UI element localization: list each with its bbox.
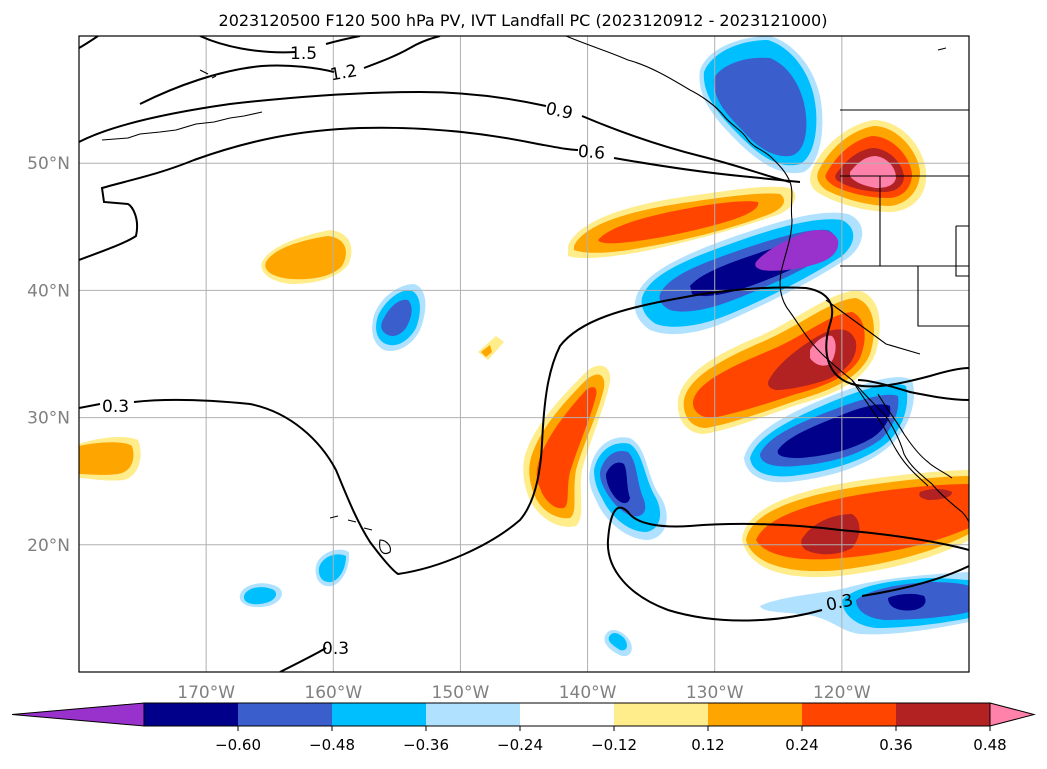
small-islands [199,47,947,79]
colorbar-segment [896,703,990,726]
x-axis-tick-labels: 170°W 160°W 150°W 140°W 130°W 120°W [177,683,871,703]
pc-anomaly-layer [79,36,969,657]
x-tick-label: 130°W [686,683,744,703]
contour-0.6 [79,126,801,261]
contour-label: 0.3 [102,397,129,417]
baja-west-coast [851,379,929,487]
contour-0.3-south [606,506,969,622]
contour-0.3-main [79,286,969,576]
contour-1.2 [139,36,441,105]
colorbar-tick-label: 0.12 [691,736,724,754]
contour-label: 1.5 [290,44,317,64]
x-tick-label: 120°W [813,683,871,703]
contour-0.9 [79,90,791,183]
pv-contours [79,36,969,672]
y-tick-label: 40°N [27,281,70,301]
x-tick-label: 160°W [304,683,362,703]
colorbar-tick-label: −0.60 [215,736,261,754]
colorbar-tick-label: 0.36 [879,736,912,754]
gulf-of-california [877,393,953,479]
negative-anomaly-hawaii-north [315,549,350,587]
contour-label: 0.3 [322,639,349,659]
chart-title: 2023120500 F120 500 hPa PV, IVT Landfall… [219,11,828,30]
negative-anomaly-136w [604,630,632,657]
positive-anomaly-left-edge [79,437,141,481]
north-america-coastline [565,36,969,523]
negative-anomaly-bc-coast [699,36,823,174]
contour-0.3-southeast [861,565,969,597]
negative-anomaly-142w [589,437,667,540]
y-tick-label: 30°N [27,409,70,429]
x-tick-label: 150°W [432,683,490,703]
colorbar-segment [614,703,708,726]
negative-anomaly-hawaii-southwest [239,583,283,608]
colorbar-tick-label: −0.48 [309,736,355,754]
colorbar-segment [802,703,896,726]
contour-label: 0.6 [577,142,606,164]
positive-anomaly-midpacific-north [261,230,352,284]
colorbar-frame [143,702,991,727]
map-area: 1.5 1.2 0.9 0.6 0.3 0.3 0.3 [79,36,969,672]
hawaiian-islands [329,515,391,555]
x-tick-label: 140°W [559,683,617,703]
y-tick-label: 50°N [27,154,70,174]
map-frame [78,35,970,673]
positive-anomaly-subtropical-east [742,470,969,578]
colorbar-tick-label: 0.48 [973,736,1006,754]
colorbar-segment [520,703,614,726]
contour-1.5-left [79,36,99,49]
contour-0.3-bottom [279,647,327,672]
positive-anomaly-pacific-northwest [810,120,927,212]
y-axis-tick-labels: 20°N 30°N 40°N 50°N [27,154,70,556]
positive-anomaly-tiny [478,336,504,360]
contour-0.3-east [857,379,969,401]
coastlines [101,36,969,555]
colorbar-segment [238,703,332,726]
colorbar-tick-label: −0.12 [591,736,637,754]
contour-label: 1.2 [329,61,359,85]
colorbar-segment [426,703,520,726]
colorbar-segment [708,703,802,726]
negative-anomaly-baja [744,377,914,483]
state-borders [825,109,969,355]
y-tick-label: 20°N [27,536,70,556]
colorbar-tick-label: 0.24 [785,736,818,754]
colorbar: −0.60 −0.48 −0.36 −0.24 −0.12 0.12 0.24 0.36 0.4… [11,702,1036,754]
negative-anomaly-128w-41n [634,212,863,335]
colorbar-tick-label: −0.36 [403,736,449,754]
colorbar-segment [332,703,426,726]
colorbar-tick-label: −0.24 [497,736,543,754]
positive-anomaly-130w-44n [568,186,796,259]
map-gridlines [79,36,969,672]
x-tick-label: 170°W [177,683,235,703]
colorbar-segment [144,703,238,726]
negative-anomaly-155w [372,284,426,352]
aleutian-islands [101,111,263,141]
